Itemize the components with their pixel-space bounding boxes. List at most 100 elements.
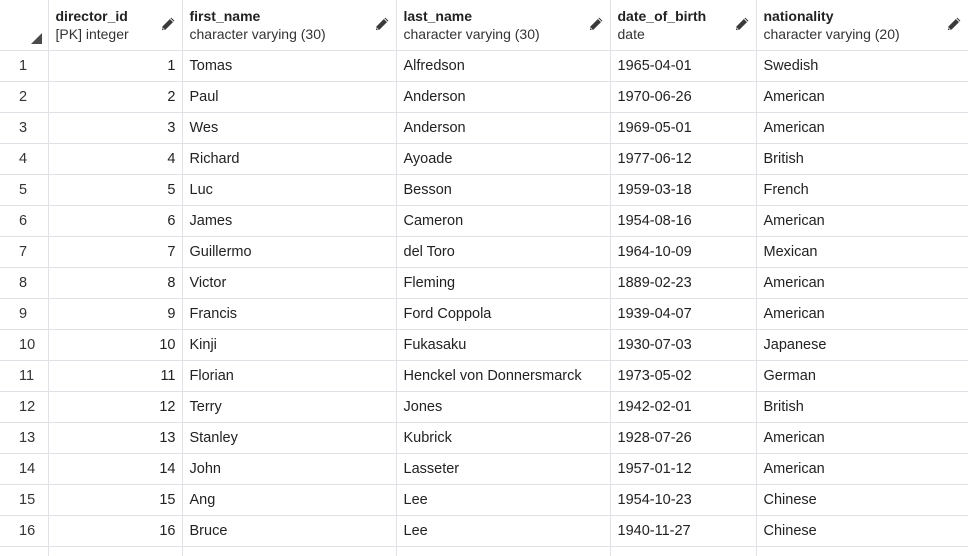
cell-nationality[interactable]: American bbox=[756, 422, 968, 454]
table-row[interactable]: 16 16 Bruce Lee 1940-11-27 Chinese bbox=[0, 515, 968, 547]
cell-director-id[interactable]: 13 bbox=[48, 422, 183, 454]
cell-nationality[interactable]: Mexican bbox=[756, 236, 968, 268]
cell-first-name[interactable]: Florian bbox=[182, 360, 397, 392]
cell-last-name[interactable] bbox=[396, 546, 611, 556]
table-row[interactable]: 13 13 Stanley Kubrick 1928-07-26 America… bbox=[0, 422, 968, 454]
pencil-icon[interactable] bbox=[946, 16, 962, 32]
cell-last-name[interactable]: Lee bbox=[396, 484, 611, 516]
cell-director-id[interactable]: 9 bbox=[48, 298, 183, 330]
cell-first-name[interactable]: Richard bbox=[182, 143, 397, 175]
cell-date-of-birth[interactable]: 1939-04-07 bbox=[610, 298, 757, 330]
cell-last-name[interactable]: Alfredson bbox=[396, 50, 611, 82]
cell-last-name[interactable]: Anderson bbox=[396, 112, 611, 144]
cell-first-name[interactable]: Luc bbox=[182, 174, 397, 206]
cell-first-name[interactable]: Terry bbox=[182, 391, 397, 423]
cell-director-id[interactable]: 7 bbox=[48, 236, 183, 268]
table-row[interactable]: 11 11 Florian Henckel von Donnersmarck 1… bbox=[0, 360, 968, 392]
cell-first-name[interactable]: James bbox=[182, 205, 397, 237]
table-row[interactable]: 6 6 James Cameron 1954-08-16 American bbox=[0, 205, 968, 237]
pencil-icon[interactable] bbox=[588, 16, 604, 32]
cell-director-id[interactable]: 3 bbox=[48, 112, 183, 144]
row-number[interactable]: 5 bbox=[0, 174, 49, 206]
cell-last-name[interactable]: Fukasaku bbox=[396, 329, 611, 361]
cell-first-name[interactable]: Kinji bbox=[182, 329, 397, 361]
cell-date-of-birth[interactable]: 1973-05-02 bbox=[610, 360, 757, 392]
cell-last-name[interactable]: Jones bbox=[396, 391, 611, 423]
cell-nationality[interactable]: Chinese bbox=[756, 515, 968, 547]
cell-date-of-birth[interactable]: 1957-01-12 bbox=[610, 453, 757, 485]
cell-director-id[interactable]: 12 bbox=[48, 391, 183, 423]
column-header-director-id[interactable]: director_id [PK] integer bbox=[48, 0, 183, 51]
cell-director-id[interactable]: 1 bbox=[48, 50, 183, 82]
cell-date-of-birth[interactable]: 1928-07-26 bbox=[610, 422, 757, 454]
cell-nationality[interactable]: American bbox=[756, 453, 968, 485]
column-header-first-name[interactable]: first_name character varying (30) bbox=[182, 0, 397, 51]
table-row[interactable]: 9 9 Francis Ford Coppola 1939-04-07 Amer… bbox=[0, 298, 968, 330]
row-number[interactable]: 10 bbox=[0, 329, 49, 361]
row-number[interactable]: 15 bbox=[0, 484, 49, 516]
cell-first-name[interactable]: Francis bbox=[182, 298, 397, 330]
pencil-icon[interactable] bbox=[374, 16, 390, 32]
cell-last-name[interactable]: Kubrick bbox=[396, 422, 611, 454]
cell-director-id[interactable]: 8 bbox=[48, 267, 183, 299]
cell-director-id[interactable]: 4 bbox=[48, 143, 183, 175]
cell-first-name[interactable]: John bbox=[182, 453, 397, 485]
cell-date-of-birth[interactable]: 1964-10-09 bbox=[610, 236, 757, 268]
cell-last-name[interactable]: Lasseter bbox=[396, 453, 611, 485]
cell-nationality[interactable]: American bbox=[756, 298, 968, 330]
cell-first-name[interactable]: Wes bbox=[182, 112, 397, 144]
row-number[interactable]: 3 bbox=[0, 112, 49, 144]
cell-last-name[interactable]: Fleming bbox=[396, 267, 611, 299]
cell-date-of-birth[interactable]: 1959-03-18 bbox=[610, 174, 757, 206]
cell-nationality[interactable]: Japanese bbox=[756, 329, 968, 361]
cell-director-id[interactable]: 5 bbox=[48, 174, 183, 206]
cell-first-name[interactable]: Paul bbox=[182, 81, 397, 113]
row-number[interactable]: 8 bbox=[0, 267, 49, 299]
row-number[interactable]: 2 bbox=[0, 81, 49, 113]
select-all-corner[interactable] bbox=[0, 0, 49, 51]
table-row[interactable] bbox=[0, 546, 968, 556]
cell-first-name[interactable]: Tomas bbox=[182, 50, 397, 82]
cell-date-of-birth[interactable] bbox=[610, 546, 757, 556]
cell-date-of-birth[interactable]: 1889-02-23 bbox=[610, 267, 757, 299]
cell-nationality[interactable]: British bbox=[756, 391, 968, 423]
cell-director-id[interactable] bbox=[48, 546, 183, 556]
cell-director-id[interactable]: 6 bbox=[48, 205, 183, 237]
row-number[interactable]: 12 bbox=[0, 391, 49, 423]
cell-date-of-birth[interactable]: 1954-10-23 bbox=[610, 484, 757, 516]
table-row[interactable]: 5 5 Luc Besson 1959-03-18 French bbox=[0, 174, 968, 206]
table-row[interactable]: 7 7 Guillermo del Toro 1964-10-09 Mexica… bbox=[0, 236, 968, 268]
pencil-icon[interactable] bbox=[734, 16, 750, 32]
cell-first-name[interactable]: Stanley bbox=[182, 422, 397, 454]
cell-last-name[interactable]: Cameron bbox=[396, 205, 611, 237]
column-header-nationality[interactable]: nationality character varying (20) bbox=[756, 0, 968, 51]
table-row[interactable]: 2 2 Paul Anderson 1970-06-26 American bbox=[0, 81, 968, 113]
cell-first-name[interactable]: Guillermo bbox=[182, 236, 397, 268]
column-header-last-name[interactable]: last_name character varying (30) bbox=[396, 0, 611, 51]
table-row[interactable]: 15 15 Ang Lee 1954-10-23 Chinese bbox=[0, 484, 968, 516]
table-row[interactable]: 10 10 Kinji Fukasaku 1930-07-03 Japanese bbox=[0, 329, 968, 361]
cell-date-of-birth[interactable]: 1969-05-01 bbox=[610, 112, 757, 144]
cell-director-id[interactable]: 16 bbox=[48, 515, 183, 547]
row-number[interactable]: 16 bbox=[0, 515, 49, 547]
cell-date-of-birth[interactable]: 1954-08-16 bbox=[610, 205, 757, 237]
cell-director-id[interactable]: 11 bbox=[48, 360, 183, 392]
cell-last-name[interactable]: Ford Coppola bbox=[396, 298, 611, 330]
cell-first-name[interactable]: Victor bbox=[182, 267, 397, 299]
cell-nationality[interactable]: American bbox=[756, 267, 968, 299]
cell-date-of-birth[interactable]: 1930-07-03 bbox=[610, 329, 757, 361]
cell-first-name[interactable]: Ang bbox=[182, 484, 397, 516]
row-number[interactable]: 9 bbox=[0, 298, 49, 330]
row-number[interactable]: 14 bbox=[0, 453, 49, 485]
table-row[interactable]: 8 8 Victor Fleming 1889-02-23 American bbox=[0, 267, 968, 299]
cell-first-name[interactable] bbox=[182, 546, 397, 556]
row-number[interactable]: 6 bbox=[0, 205, 49, 237]
cell-director-id[interactable]: 10 bbox=[48, 329, 183, 361]
cell-date-of-birth[interactable]: 1940-11-27 bbox=[610, 515, 757, 547]
row-number[interactable]: 1 bbox=[0, 50, 49, 82]
table-row[interactable]: 4 4 Richard Ayoade 1977-06-12 British bbox=[0, 143, 968, 175]
pencil-icon[interactable] bbox=[160, 16, 176, 32]
cell-last-name[interactable]: Anderson bbox=[396, 81, 611, 113]
cell-last-name[interactable]: Ayoade bbox=[396, 143, 611, 175]
cell-last-name[interactable]: del Toro bbox=[396, 236, 611, 268]
